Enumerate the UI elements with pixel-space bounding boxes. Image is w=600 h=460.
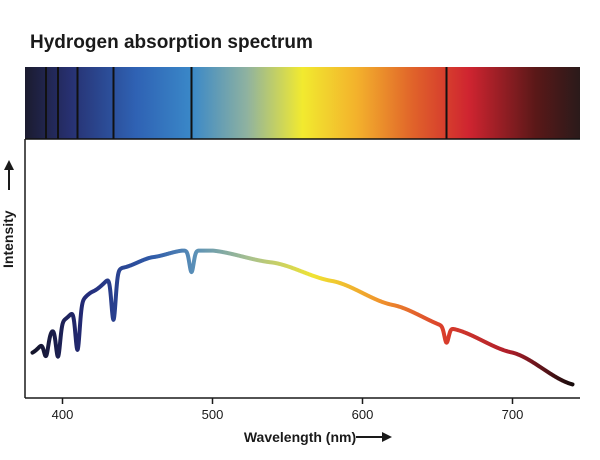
x-axis-title: Wavelength (nm) — [244, 429, 356, 445]
y-axis-arrow — [4, 160, 14, 190]
plot-frame — [24, 139, 580, 399]
spectrum-band — [25, 67, 580, 140]
x-axis: 400 500 600 700 — [52, 398, 524, 422]
x-tick-label-400: 400 — [52, 407, 74, 422]
x-tick-label-600: 600 — [352, 407, 374, 422]
chart-title: Hydrogen absorption spectrum — [30, 32, 313, 53]
y-axis-title: Intensity — [0, 210, 16, 268]
intensity-curve — [30, 248, 575, 387]
y-axis-title-group: Intensity — [0, 210, 16, 268]
x-axis-arrow — [356, 432, 392, 442]
spectrum-gradient — [25, 67, 580, 139]
x-tick-label-500: 500 — [202, 407, 224, 422]
intensity-series-line — [30, 248, 575, 387]
x-tick-label-700: 700 — [502, 407, 524, 422]
